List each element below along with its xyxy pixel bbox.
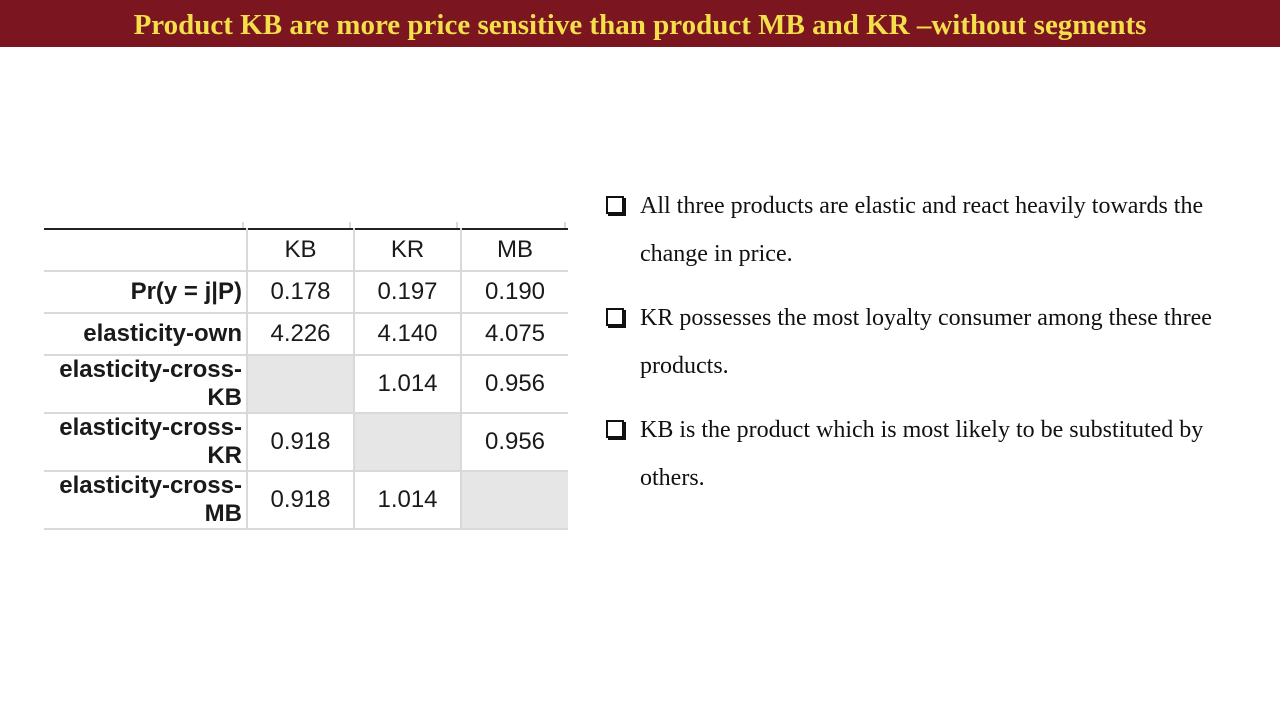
column-header-kb: KB [247, 228, 355, 272]
table-row: elasticity-cross-MB 0.918 1.014 [44, 471, 568, 530]
row-label: elasticity-cross-KB [44, 355, 248, 414]
table-cell-empty [354, 413, 462, 472]
row-label: Pr(y = j|P) [44, 271, 248, 314]
table-cell: 1.014 [354, 355, 462, 414]
table-cell: 4.226 [247, 313, 355, 356]
table-row: Pr(y = j|P) 0.178 0.197 0.190 [44, 271, 568, 314]
table-cell: 0.956 [461, 413, 568, 472]
slide-title: Product KB are more price sensitive than… [133, 9, 1147, 41]
table-row: elasticity-cross-KR 0.918 0.956 [44, 413, 568, 472]
table-row: elasticity-cross-KB 1.014 0.956 [44, 355, 568, 414]
table-row: elasticity-own 4.226 4.140 4.075 [44, 313, 568, 356]
checkbox-square-icon [606, 420, 624, 438]
table-cell-empty [247, 355, 355, 414]
table-cell: 4.140 [354, 313, 462, 356]
table-cell: 0.178 [247, 271, 355, 314]
title-bar [0, 0, 1280, 47]
table-tick [349, 222, 351, 228]
table-cell: 0.956 [461, 355, 568, 414]
bullet-item: KB is the product which is most likely t… [606, 406, 1246, 502]
row-label: elasticity-own [44, 313, 248, 356]
bullet-text: All three products are elastic and react… [640, 193, 1204, 267]
table-header-row: KB KR MB [44, 228, 568, 272]
checkbox-square-icon [606, 196, 624, 214]
table-tick [242, 222, 244, 228]
bullet-item: All three products are elastic and react… [606, 182, 1246, 278]
header-corner-cell [44, 228, 248, 272]
column-header-kr: KR [354, 228, 462, 272]
bullet-text: KB is the product which is most likely t… [640, 417, 1204, 491]
table-cell: 1.014 [354, 471, 462, 530]
table-cell: 4.075 [461, 313, 568, 356]
table-cell: 0.190 [461, 271, 568, 314]
table-cell-empty [461, 471, 568, 530]
table-tick [564, 222, 566, 228]
row-label: elasticity-cross-MB [44, 471, 248, 530]
bullet-item: KR possesses the most loyalty consumer a… [606, 294, 1246, 390]
bullet-text: KR possesses the most loyalty consumer a… [640, 305, 1212, 379]
elasticity-table: KB KR MB Pr(y = j|P) 0.178 0.197 0.190 e… [44, 228, 568, 530]
table-cell: 0.197 [354, 271, 462, 314]
elasticity-table-container: KB KR MB Pr(y = j|P) 0.178 0.197 0.190 e… [44, 222, 572, 530]
table-tick [456, 222, 458, 228]
bullet-list: All three products are elastic and react… [606, 182, 1246, 518]
column-header-mb: MB [461, 228, 568, 272]
checkbox-square-icon [606, 308, 624, 326]
table-cell: 0.918 [247, 413, 355, 472]
row-label: elasticity-cross-KR [44, 413, 248, 472]
table-cell: 0.918 [247, 471, 355, 530]
